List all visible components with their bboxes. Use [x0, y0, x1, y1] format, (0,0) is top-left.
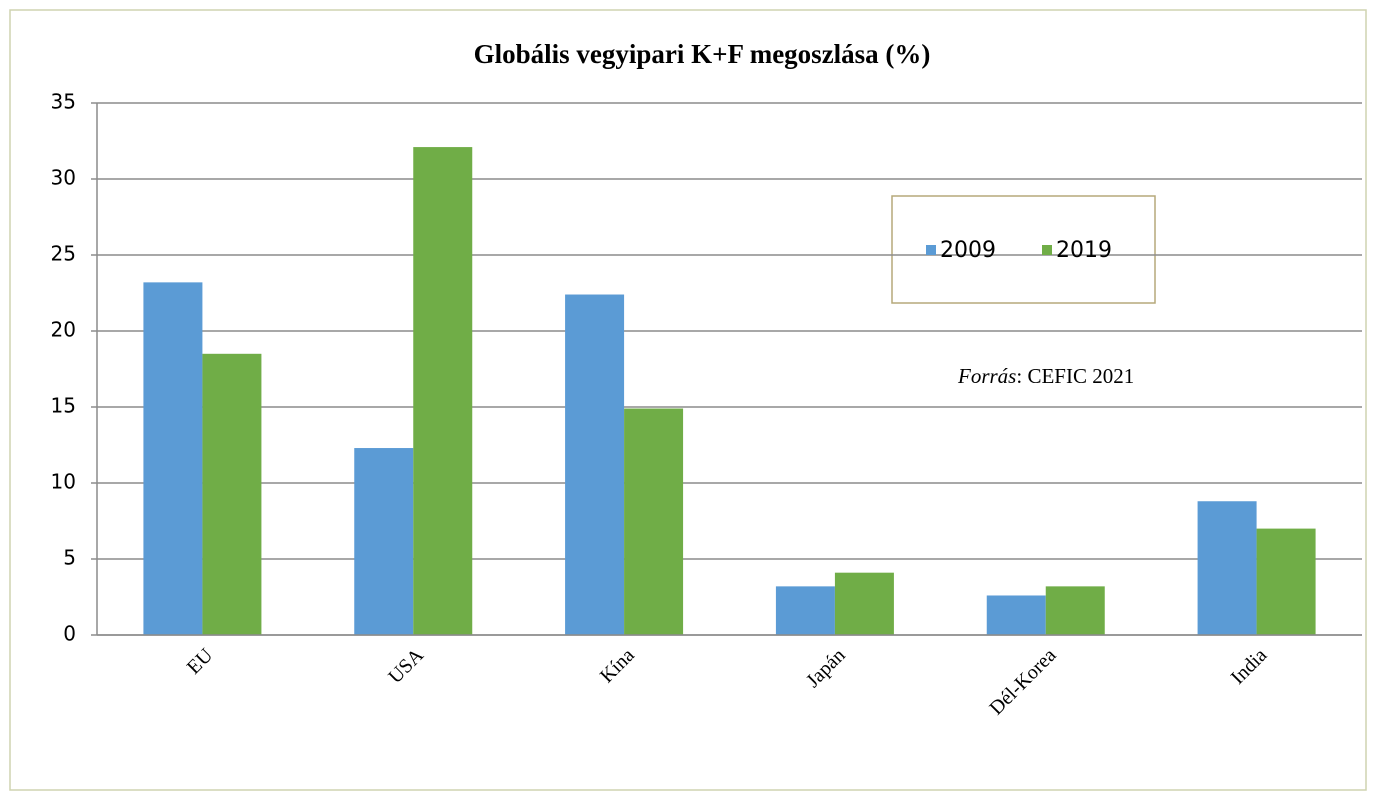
bar — [565, 294, 625, 635]
bar — [986, 595, 1046, 635]
annotation-label: Forrás — [957, 364, 1016, 388]
chart-title: Globális vegyipari K+F megoszlása (%) — [474, 39, 931, 69]
bar — [775, 586, 835, 635]
bar — [143, 282, 203, 635]
bar — [1256, 528, 1316, 635]
y-tick-label: 5 — [63, 546, 76, 570]
bar — [202, 353, 262, 635]
y-tick-label: 35 — [51, 90, 76, 114]
legend-label: 2019 — [1056, 238, 1112, 263]
legend-label: 2009 — [940, 238, 996, 263]
legend-swatch — [926, 245, 936, 255]
y-tick-label: 30 — [51, 166, 76, 190]
bar — [624, 408, 684, 635]
bar — [834, 572, 894, 635]
y-tick-label: 10 — [51, 470, 76, 494]
bar — [1045, 586, 1105, 635]
bar — [1197, 501, 1257, 635]
y-tick-label: 25 — [51, 242, 76, 266]
legend-swatch — [1042, 245, 1052, 255]
bar — [354, 448, 414, 635]
annotation: Forrás: CEFIC 2021 — [957, 364, 1134, 388]
annotation-text: : CEFIC 2021 — [1016, 364, 1134, 388]
bar — [413, 147, 473, 635]
y-tick-label: 15 — [51, 394, 76, 418]
y-tick-label: 20 — [51, 318, 76, 342]
y-tick-label: 0 — [63, 622, 76, 646]
